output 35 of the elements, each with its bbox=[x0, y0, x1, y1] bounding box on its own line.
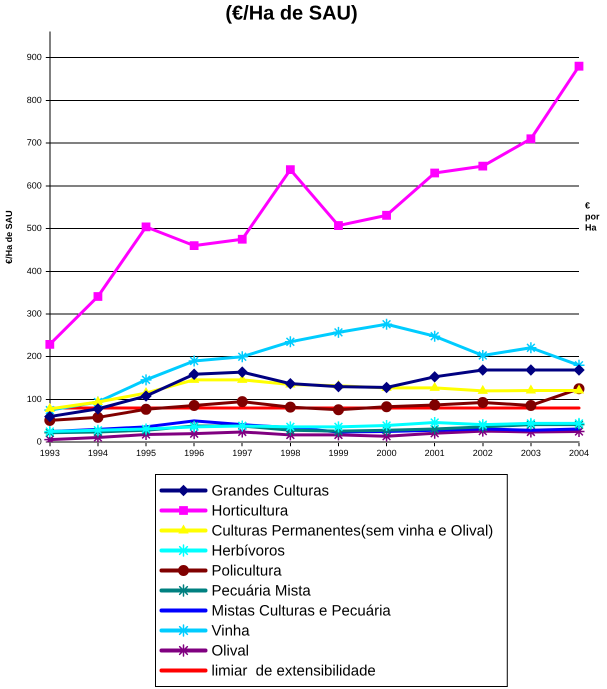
x-tick-label: 1998 bbox=[280, 448, 300, 458]
y-axis-title: €/Ha de SAU bbox=[4, 210, 14, 264]
x-tick-label: 2003 bbox=[520, 448, 541, 458]
y-tick-label: 500 bbox=[26, 223, 42, 234]
legend-label: Policultura bbox=[212, 562, 282, 580]
y-tick-label: 700 bbox=[26, 138, 42, 148]
y-tick-label: 100 bbox=[26, 394, 42, 404]
y-tick-label: 0 bbox=[36, 436, 42, 447]
x-tick-label: 2001 bbox=[424, 448, 445, 458]
y-tick-label: 900 bbox=[26, 52, 42, 62]
x-tick-label: 2004 bbox=[568, 448, 590, 458]
legend-label: limiar de extensibilidade bbox=[212, 662, 376, 680]
chart-title: (€/Ha de SAU) bbox=[225, 2, 358, 25]
x-tick-label: 1996 bbox=[184, 448, 204, 458]
y-tick-label: 300 bbox=[26, 308, 42, 318]
legend-label: Mistas Culturas e Pecuária bbox=[212, 602, 392, 620]
y2-axis-title: € por Ha bbox=[585, 200, 600, 233]
y-tick-label: 800 bbox=[26, 94, 42, 105]
y-tick-label: 400 bbox=[26, 266, 42, 276]
legend-label: Herbívoros bbox=[212, 542, 285, 560]
legend-label: Culturas Permanentes(sem vinha e Olival) bbox=[212, 522, 494, 540]
y-tick-label: 200 bbox=[26, 351, 42, 362]
x-tick-label: 1997 bbox=[232, 448, 252, 458]
x-tick-label: 1999 bbox=[328, 448, 348, 458]
legend-label: Pecuária Mista bbox=[212, 582, 312, 600]
x-tick-label: 2002 bbox=[472, 448, 493, 458]
x-tick-label: 2000 bbox=[376, 448, 397, 458]
y-tick-label: 600 bbox=[26, 180, 42, 190]
x-tick-label: 1993 bbox=[40, 448, 60, 458]
x-tick-label: 1994 bbox=[88, 448, 108, 458]
legend-label: Grandes Culturas bbox=[212, 482, 330, 500]
legend-label: Olival bbox=[212, 642, 250, 660]
x-tick-label: 1995 bbox=[136, 448, 156, 458]
legend-label: Horticultura bbox=[212, 502, 289, 520]
legend-label: Vinha bbox=[212, 622, 250, 640]
